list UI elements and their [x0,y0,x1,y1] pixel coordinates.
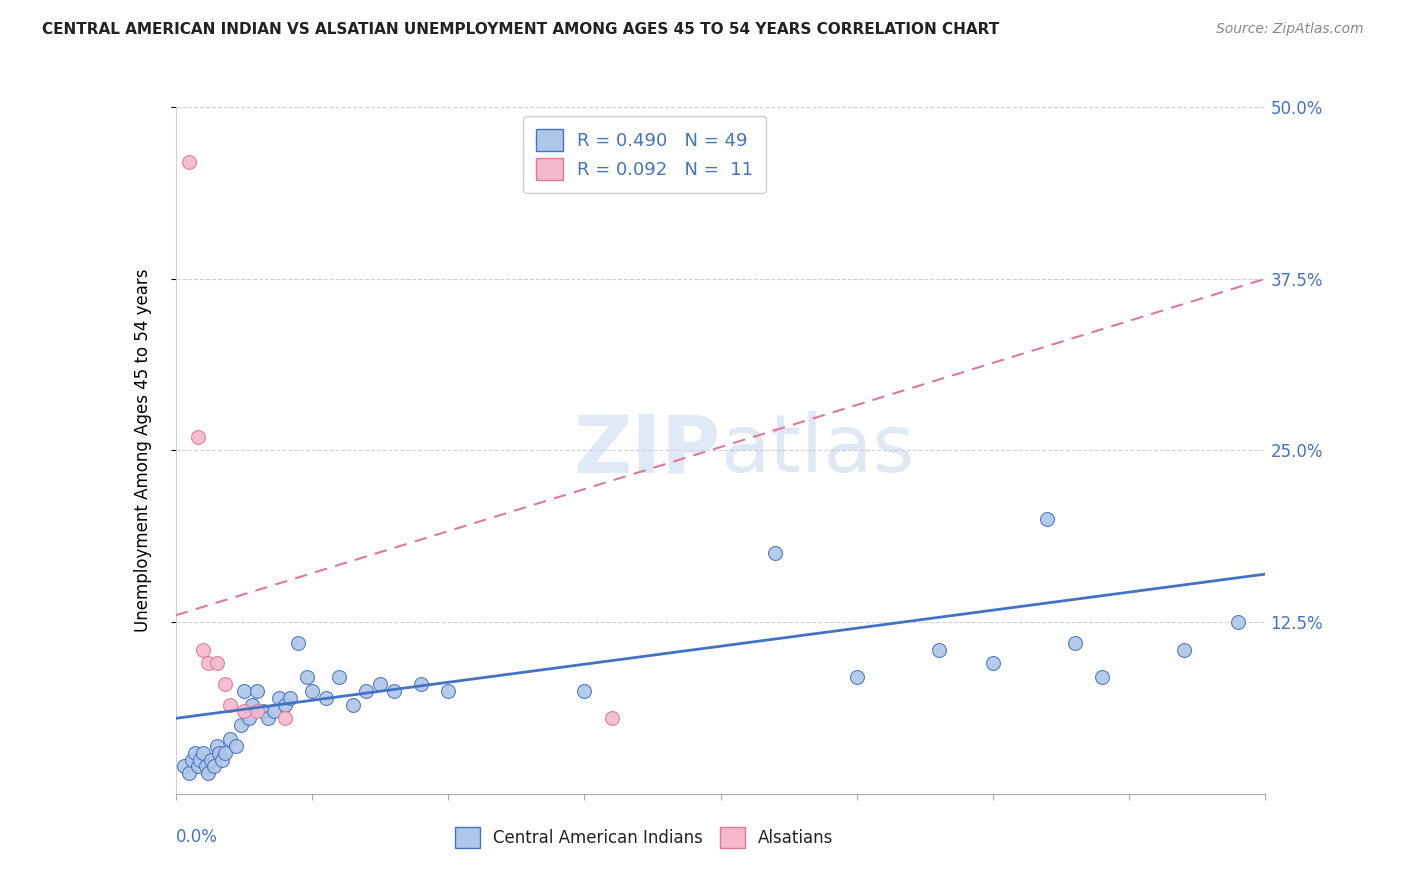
Point [211,753,233,767]
Point [252,705,274,719]
Point [382,683,405,698]
Point [197,766,219,780]
Point [214,746,236,760]
Point [200,753,222,767]
Point [368,677,391,691]
Point [269,690,291,705]
Point [208,746,231,760]
Point [1173,642,1195,657]
Point [225,739,247,753]
Text: ZIP: ZIP [574,411,721,490]
Point [1227,615,1250,630]
Point [232,705,254,719]
Point [238,711,260,725]
Point [186,430,209,444]
Point [328,670,350,684]
Point [763,546,786,561]
Point [219,731,242,746]
Legend: Central American Indians, Alsatians: Central American Indians, Alsatians [449,821,841,855]
Point [191,746,214,760]
Point [219,698,242,712]
Point [1063,636,1085,650]
Point [194,759,217,773]
Point [437,683,460,698]
Point [186,759,209,773]
Text: 0.0%: 0.0% [176,828,218,846]
Point [278,690,301,705]
Point [232,683,254,698]
Point [197,657,219,671]
Point [301,683,323,698]
Point [191,642,214,657]
Point [845,670,868,684]
Point [1091,670,1114,684]
Point [214,677,236,691]
Point [257,711,280,725]
Point [263,705,285,719]
Point [409,677,432,691]
Text: atlas: atlas [721,411,915,490]
Point [231,718,253,732]
Point [287,636,309,650]
Point [173,759,195,773]
Point [928,642,950,657]
Point [342,698,364,712]
Point [315,690,337,705]
Point [356,683,378,698]
Y-axis label: Unemployment Among Ages 45 to 54 years: Unemployment Among Ages 45 to 54 years [134,268,152,632]
Point [179,155,201,169]
Point [600,711,623,725]
Point [574,683,596,698]
Point [246,705,269,719]
Point [1036,512,1059,526]
Point [205,657,228,671]
Point [295,670,318,684]
Point [184,746,207,760]
Point [179,766,201,780]
Point [274,711,297,725]
Point [202,759,225,773]
Point [205,739,228,753]
Point [981,657,1004,671]
Point [181,753,204,767]
Text: CENTRAL AMERICAN INDIAN VS ALSATIAN UNEMPLOYMENT AMONG AGES 45 TO 54 YEARS CORRE: CENTRAL AMERICAN INDIAN VS ALSATIAN UNEM… [42,22,1000,37]
Point [188,753,211,767]
Text: Source: ZipAtlas.com: Source: ZipAtlas.com [1216,22,1364,37]
Point [274,698,297,712]
Point [246,683,269,698]
Point [240,698,263,712]
